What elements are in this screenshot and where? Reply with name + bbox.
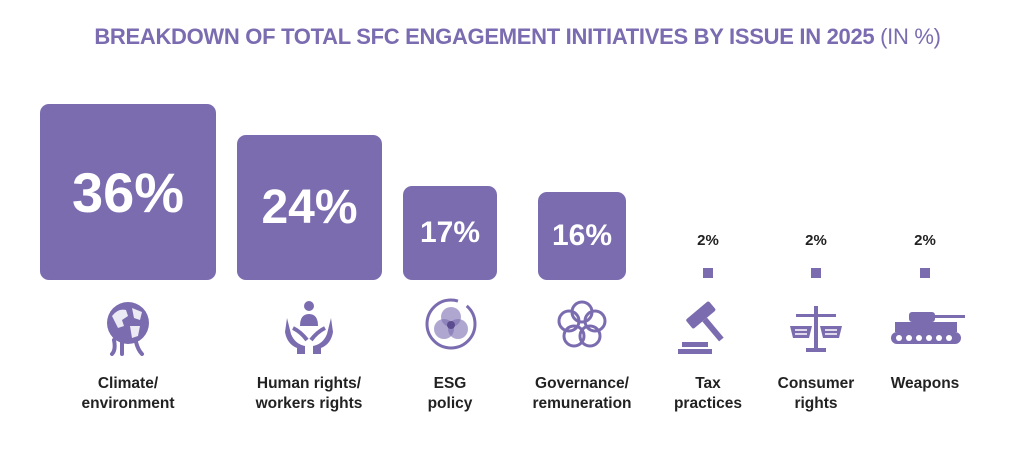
label-tax-practices-line1: Tax [695,375,721,392]
globe-icon [107,302,149,356]
item-tax-practices: 2% Tax practices [660,0,756,460]
hands-people-icon [285,301,333,354]
value-label-consumer-rights: 2% [805,232,827,249]
value-label-esg-policy: 17% [419,216,481,249]
value-label-human-rights: 24% [261,181,358,234]
value-label-tax-practices: 2% [697,232,719,249]
value-square-governance: 16% [538,192,626,280]
label-human-rights-line2: workers rights [255,395,363,412]
gavel-icon [678,301,724,354]
label-human-rights: Human rights/ workers rights [209,374,409,414]
label-governance: Governance/ remuneration [482,374,682,414]
label-climate-line1: Climate/ [97,375,159,392]
scale-baskets-icon [790,306,842,352]
label-consumer-rights-line1: Consumer [777,375,855,392]
label-tax-practices: Tax practices [608,374,808,414]
item-esg-policy: 17% ESG policy [403,0,497,460]
value-square-climate: 36% [40,104,216,280]
chart-title-main: BREAKDOWN OF TOTAL SFC ENGAGEMENT INITIA… [94,24,875,49]
item-weapons: 2% Weapons [877,0,973,460]
label-governance-line1: Governance/ [535,375,629,392]
item-human-rights: 24% Human rights/ workers rights [237,0,382,460]
label-climate-line2: environment [81,395,175,412]
item-climate: 36% Climate/ environment [40,0,216,460]
label-tax-practices-line2: practices [673,395,743,412]
label-esg-policy: ESG policy [350,374,550,414]
value-label-weapons: 2% [914,232,936,249]
label-esg-policy-line1: ESG [433,375,467,392]
label-weapons-line1: Weapons [890,375,960,392]
item-governance: 16% Governance/ remuneration [532,0,632,460]
venn-circle-icon [425,298,477,350]
item-consumer-rights: 2% Consumer rights [768,0,864,460]
value-label-governance: 16% [551,219,613,252]
chart-title: BREAKDOWN OF TOTAL SFC ENGAGEMENT INITIA… [0,24,1035,50]
label-human-rights-line1: Human rights/ [256,375,362,392]
value-square-tax-practices [703,268,713,278]
value-label-climate: 36% [71,160,185,224]
chart-title-unit: (IN %) [880,24,941,49]
value-square-esg-policy: 17% [403,186,497,280]
label-consumer-rights: Consumer rights [716,374,916,414]
label-weapons: Weapons [825,374,1025,394]
value-square-consumer-rights [811,268,821,278]
value-square-weapons [920,268,930,278]
label-esg-policy-line2: policy [427,395,473,412]
tank-icon [891,312,965,344]
flower-rings-icon [557,300,607,348]
label-climate: Climate/ environment [28,374,228,414]
label-consumer-rights-line2: rights [794,395,838,412]
label-governance-line2: remuneration [532,395,632,412]
value-square-human-rights: 24% [237,135,382,280]
